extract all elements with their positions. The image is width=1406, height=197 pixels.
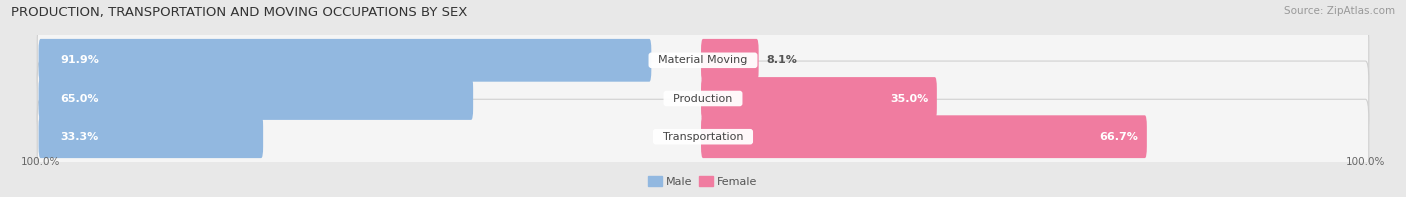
- Text: 65.0%: 65.0%: [60, 94, 98, 103]
- Text: 91.9%: 91.9%: [60, 55, 100, 65]
- FancyBboxPatch shape: [37, 23, 1369, 98]
- Text: 33.3%: 33.3%: [60, 132, 98, 142]
- FancyBboxPatch shape: [702, 77, 936, 120]
- FancyBboxPatch shape: [38, 39, 651, 82]
- Text: 35.0%: 35.0%: [890, 94, 928, 103]
- FancyBboxPatch shape: [38, 77, 474, 120]
- Text: 100.0%: 100.0%: [1346, 157, 1385, 166]
- FancyBboxPatch shape: [702, 39, 759, 82]
- FancyBboxPatch shape: [37, 99, 1369, 174]
- Legend: Male, Female: Male, Female: [644, 172, 762, 191]
- Text: Material Moving: Material Moving: [651, 55, 755, 65]
- FancyBboxPatch shape: [38, 115, 263, 158]
- Text: 8.1%: 8.1%: [766, 55, 797, 65]
- Text: Transportation: Transportation: [655, 132, 751, 142]
- FancyBboxPatch shape: [702, 115, 1147, 158]
- FancyBboxPatch shape: [37, 61, 1369, 136]
- Text: Production: Production: [666, 94, 740, 103]
- Text: 66.7%: 66.7%: [1099, 132, 1139, 142]
- Text: Source: ZipAtlas.com: Source: ZipAtlas.com: [1284, 6, 1395, 16]
- Text: 100.0%: 100.0%: [21, 157, 60, 166]
- Text: PRODUCTION, TRANSPORTATION AND MOVING OCCUPATIONS BY SEX: PRODUCTION, TRANSPORTATION AND MOVING OC…: [11, 6, 468, 19]
